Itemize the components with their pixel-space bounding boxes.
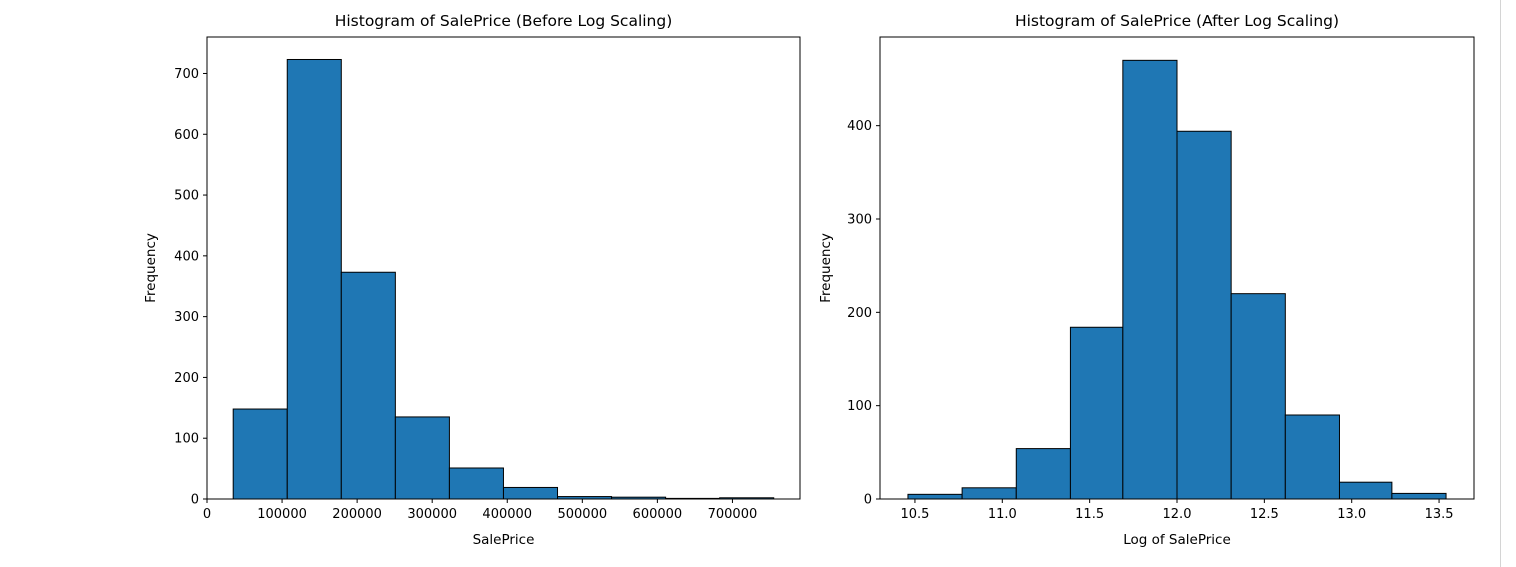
x-axis-label: SalePrice xyxy=(473,532,535,548)
y-axis-ticks: 0 100 200 300 400 xyxy=(847,119,880,508)
x-tick-label: 13.5 xyxy=(1425,507,1454,522)
histogram-bar xyxy=(1069,326,1124,500)
x-tick-label: 11.5 xyxy=(1075,507,1104,522)
x-tick-label: 500000 xyxy=(557,507,607,522)
y-tick-label: 700 xyxy=(174,67,199,82)
histogram-bar xyxy=(1284,414,1340,500)
x-axis-ticks: 10.5 11.0 11.5 12.0 12.5 13.0 13.5 xyxy=(900,499,1454,522)
histogram-bar xyxy=(394,416,450,500)
x-tick-label: 12.5 xyxy=(1250,507,1279,522)
x-tick-label: 0 xyxy=(203,507,211,522)
y-axis-label: Frequency xyxy=(818,233,834,303)
histogram-bar xyxy=(1391,492,1447,500)
x-tick-label: 600000 xyxy=(633,507,683,522)
x-tick-label: 11.0 xyxy=(988,507,1017,522)
histogram-bar xyxy=(448,467,504,500)
y-tick-label: 400 xyxy=(847,119,872,134)
histogram-bar xyxy=(232,408,288,500)
y-tick-label: 100 xyxy=(174,432,199,447)
chart-title: Histogram of SalePrice (Before Log Scali… xyxy=(335,12,673,30)
histogram-bar xyxy=(340,271,396,500)
y-tick-label: 200 xyxy=(174,371,199,386)
histogram-bar xyxy=(1176,130,1232,500)
bars xyxy=(907,59,1447,500)
histogram-bar xyxy=(502,486,559,500)
y-tick-label: 300 xyxy=(174,310,199,325)
histogram-bar xyxy=(1122,59,1178,500)
y-axis-ticks: 0 100 200 300 400 500 600 700 xyxy=(174,67,207,508)
x-tick-label: 300000 xyxy=(407,507,457,522)
histogram-bar xyxy=(1230,293,1286,500)
bars xyxy=(232,58,775,500)
y-tick-label: 0 xyxy=(191,493,199,508)
x-axis-ticks: 0 100000 200000 300000 400000 500000 600000 700… xyxy=(203,499,757,522)
y-tick-label: 500 xyxy=(174,189,199,204)
histogram-bar xyxy=(1015,448,1071,500)
x-tick-label: 12.0 xyxy=(1163,507,1192,522)
x-tick-label: 700000 xyxy=(708,507,758,522)
x-tick-label: 13.0 xyxy=(1337,507,1366,522)
x-tick-label: 400000 xyxy=(482,507,532,522)
plot-frame xyxy=(879,36,1475,500)
y-tick-label: 300 xyxy=(847,213,872,228)
histogram-before-log: Histogram of SalePrice (Before Log Scali… xyxy=(143,12,801,548)
x-axis-label: Log of SalePrice xyxy=(1123,532,1231,548)
y-tick-label: 400 xyxy=(174,249,199,264)
cell-border xyxy=(1500,0,1501,567)
plot-frame xyxy=(206,36,801,500)
histogram-bar xyxy=(961,487,1017,500)
y-tick-label: 0 xyxy=(864,493,872,508)
histogram-bar xyxy=(286,58,342,500)
x-tick-label: 100000 xyxy=(257,507,307,522)
histogram-after-log: Histogram of SalePrice (After Log Scalin… xyxy=(818,12,1475,548)
chart-title: Histogram of SalePrice (After Log Scalin… xyxy=(1015,12,1339,30)
histogram-bar xyxy=(907,493,963,500)
x-tick-label: 10.5 xyxy=(900,507,929,522)
x-tick-label: 200000 xyxy=(332,507,382,522)
histogram-bar xyxy=(1338,481,1393,500)
y-tick-label: 600 xyxy=(174,128,199,143)
y-tick-label: 200 xyxy=(847,306,872,321)
y-tick-label: 100 xyxy=(847,399,872,414)
y-axis-label: Frequency xyxy=(143,233,159,303)
